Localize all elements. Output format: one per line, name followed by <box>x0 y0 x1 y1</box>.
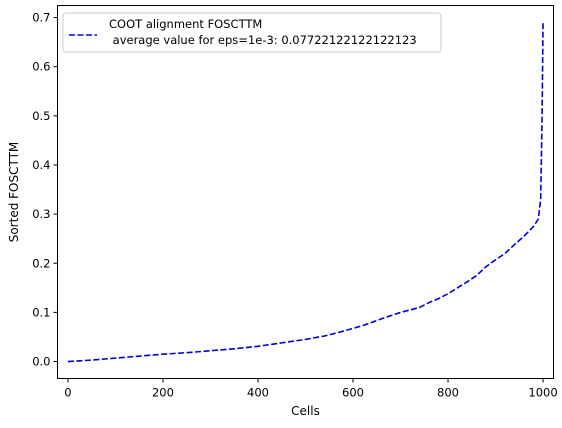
ticks-layer: 0 200 400 600 800 1000 0.0 0.1 0.2 0.3 0.4 0.5 0.6 0.… <box>32 11 557 400</box>
x-tick-label: 0 <box>64 386 71 400</box>
y-tick-label: 0.4 <box>32 158 50 172</box>
legend-box <box>62 12 442 53</box>
x-tick-label: 200 <box>152 386 174 400</box>
legend-entry-average: average value for eps=1e-3: 0.0772212212… <box>109 33 417 47</box>
x-axis-label: Cells <box>291 404 320 418</box>
x-tick-label: 800 <box>437 386 459 400</box>
series-line-coot-foscttm <box>67 22 544 363</box>
y-tick-label: 0.2 <box>32 256 50 270</box>
x-tick-label: 400 <box>247 386 269 400</box>
y-tick-label: 0.3 <box>32 207 50 221</box>
x-tick-label: 600 <box>342 386 364 400</box>
y-tick-label: 0.1 <box>32 305 50 319</box>
series-layer <box>67 22 544 363</box>
legend: COOT alignment FOSCTTM average value for… <box>62 12 442 53</box>
y-axis-label: Sorted FOSCTTM <box>7 142 21 243</box>
x-tick-label: 1000 <box>528 386 557 400</box>
y-tick-label: 0.5 <box>32 109 50 123</box>
y-tick-label: 0.7 <box>32 11 50 25</box>
y-tick-label: 0.0 <box>32 355 50 369</box>
plot-area-frame <box>57 5 554 379</box>
y-tick-label: 0.6 <box>32 60 50 74</box>
legend-entry-label: COOT alignment FOSCTTM <box>109 17 262 31</box>
